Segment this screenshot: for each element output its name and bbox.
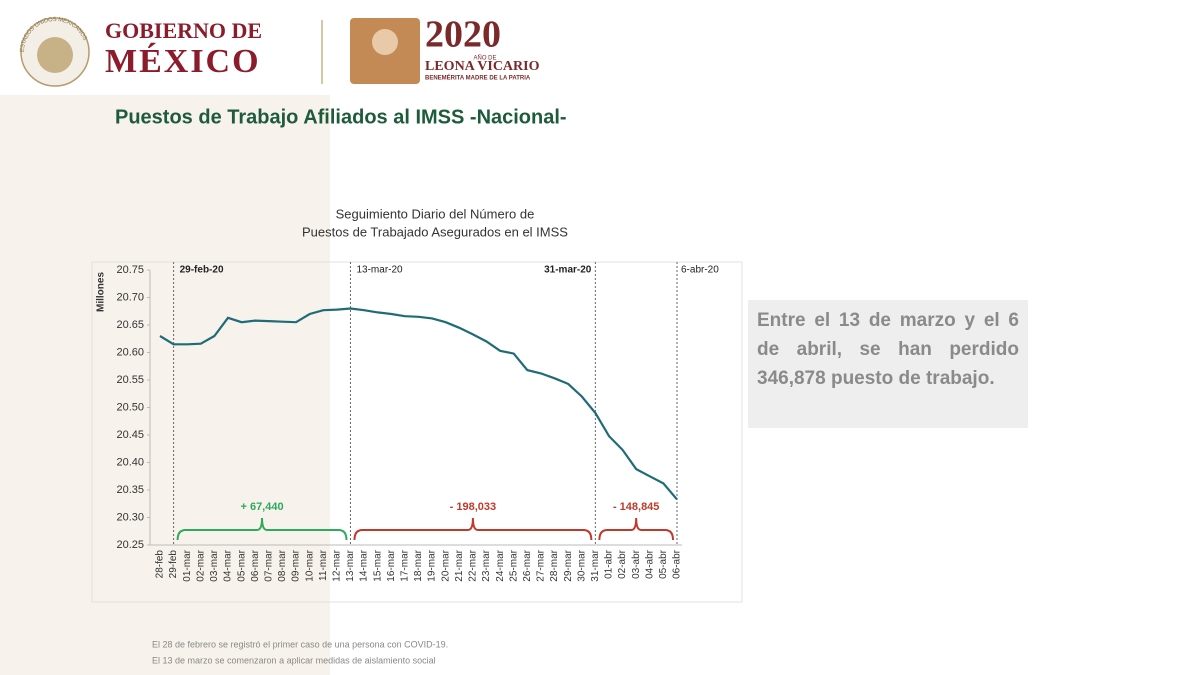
footnote: El 13 de marzo se comenzaron a aplicar m… (152, 655, 436, 665)
x-tick-label: 17-mar (400, 549, 411, 581)
marker-label: 31-mar-20 (544, 265, 592, 276)
x-tick-label: 22-mar (468, 549, 479, 581)
x-tick-label: 08-mar (277, 549, 288, 581)
y-tick-label: 20.30 (116, 511, 144, 523)
brace (176, 517, 348, 541)
y-tick-label: 20.45 (116, 429, 144, 441)
x-tick-label: 04-abr (644, 549, 655, 579)
gov-line2: MÉXICO (105, 43, 261, 80)
x-tick-label: 25-mar (508, 549, 519, 581)
honoree: LEONA VICARIO (425, 59, 540, 74)
series-line (159, 307, 678, 501)
x-tick-label: 14-mar (359, 549, 370, 581)
x-tick-label: 12-mar (332, 549, 343, 581)
marker-label: 13-mar-20 (356, 265, 403, 276)
x-tick-label: 06-abr (672, 549, 683, 579)
x-tick-label: 07-mar (263, 549, 274, 581)
x-tick-label: 09-mar (291, 549, 302, 581)
x-tick-label: 31-mar (590, 549, 601, 581)
range-label: - 198,033 (450, 501, 496, 513)
x-tick-label: 20-mar (440, 549, 451, 581)
slide-title: Puestos de Trabajo Afiliados al IMSS -Na… (115, 106, 567, 128)
y-tick-label: 20.75 (116, 264, 144, 276)
y-tick-label: 20.25 (116, 539, 144, 551)
x-tick-label: 27-mar (536, 549, 547, 581)
year-sub: AÑO DE (473, 55, 496, 62)
x-tick-label: 01-abr (604, 549, 615, 579)
x-tick-label: 29-mar (563, 549, 574, 581)
y-tick-label: 20.60 (116, 346, 144, 358)
x-tick-label: 18-mar (413, 549, 424, 581)
x-tick-label: 23-mar (481, 549, 492, 581)
x-tick-label: 16-mar (386, 549, 397, 581)
portrait-face (372, 29, 398, 55)
footnote: El 28 de febrero se registró el primer c… (152, 639, 448, 649)
x-tick-label: 28-mar (549, 549, 560, 581)
x-tick-label: 19-mar (427, 549, 438, 581)
x-tick-label: 01-mar (182, 549, 193, 581)
y-tick-label: 20.70 (116, 291, 144, 303)
marker-label: 6-abr-20 (681, 265, 719, 276)
range-label: - 148,845 (613, 501, 659, 513)
x-tick-label: 05-mar (236, 549, 247, 581)
x-tick-label: 29-feb (168, 550, 179, 579)
x-tick-label: 10-mar (304, 549, 315, 581)
chart-frame (91, 261, 743, 603)
honoree-sub: BENEMÉRITA MADRE DE LA PATRIA (425, 74, 531, 82)
brace (598, 517, 674, 541)
x-tick-label: 02-abr (617, 549, 628, 579)
x-tick-label: 05-abr (658, 549, 669, 579)
seal-emblem (37, 37, 73, 73)
x-tick-label: 02-mar (195, 549, 206, 581)
x-tick-label: 24-mar (495, 549, 506, 581)
year: 2020 (425, 14, 501, 56)
x-tick-label: 15-mar (372, 549, 383, 581)
y-tick-label: 20.50 (116, 401, 144, 413)
y-tick-label: 20.55 (116, 374, 144, 386)
chart-title: Puestos de Trabajado Asegurados en el IM… (302, 224, 568, 239)
x-tick-label: 06-mar (250, 549, 261, 581)
x-tick-label: 03-mar (209, 549, 220, 581)
marker-label: 29-feb-20 (180, 265, 224, 276)
x-tick-label: 04-mar (223, 549, 234, 581)
summary-box: Entre el 13 de marzo y el 6 de abril, se… (748, 300, 1028, 428)
brace (353, 517, 593, 541)
x-tick-label: 13-mar (345, 549, 356, 581)
x-tick-label: 11-mar (318, 549, 329, 581)
y-tick-label: 20.65 (116, 319, 144, 331)
gov-line1: GOBIERNO DE (105, 18, 262, 43)
x-tick-label: 28-feb (155, 550, 166, 579)
x-tick-label: 26-mar (522, 549, 533, 581)
x-tick-label: 30-mar (576, 549, 587, 581)
chart-title: Seguimiento Diario del Número de (336, 206, 535, 221)
x-tick-label: 21-mar (454, 549, 465, 581)
x-tick-label: 03-abr (631, 549, 642, 579)
y-tick-label: 20.35 (116, 484, 144, 496)
range-label: + 67,440 (240, 501, 283, 513)
watermark (0, 95, 330, 675)
y-axis-label: Millones (96, 272, 107, 312)
y-tick-label: 20.40 (116, 456, 144, 468)
